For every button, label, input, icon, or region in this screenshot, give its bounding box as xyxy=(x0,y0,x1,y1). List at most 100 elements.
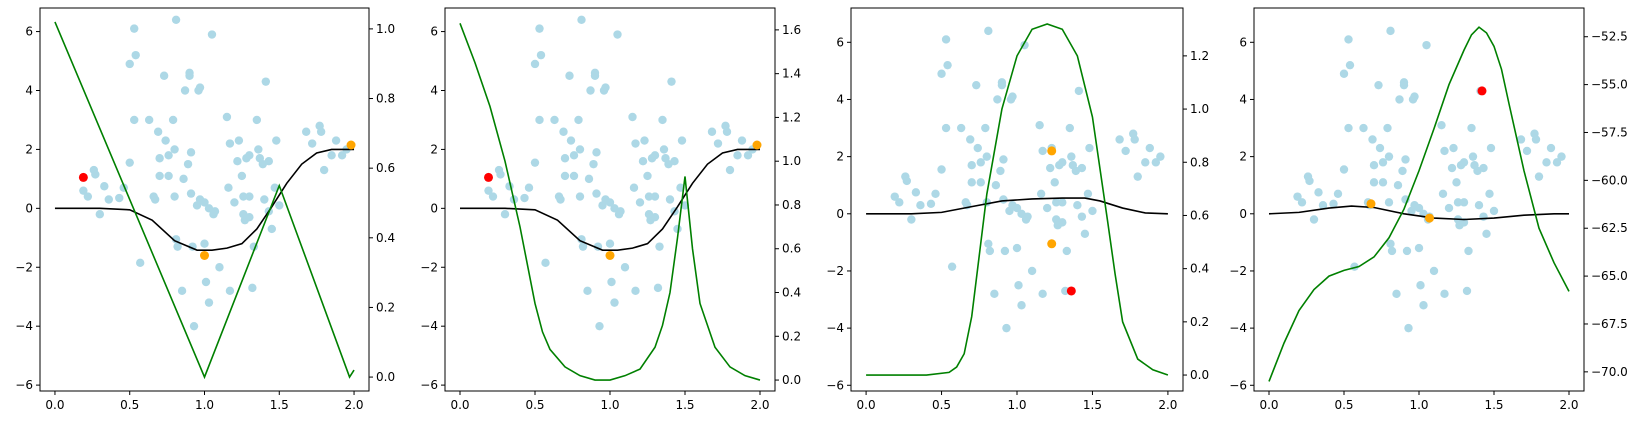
green-line xyxy=(54,21,355,380)
scatter-point xyxy=(999,155,1008,164)
scatter-point xyxy=(535,115,544,125)
scatter-point xyxy=(91,170,100,179)
scatter-point xyxy=(1368,135,1377,144)
black-line xyxy=(1268,205,1569,221)
scatter-point xyxy=(577,15,586,24)
scatter-point xyxy=(1036,189,1046,198)
scatter-point xyxy=(997,80,1007,90)
scatter-point xyxy=(1067,152,1076,161)
scatter-point xyxy=(575,145,585,154)
scatter-point xyxy=(319,165,329,175)
scatter-point xyxy=(575,192,585,201)
scatter-point xyxy=(200,239,209,248)
scatter-point xyxy=(638,157,648,166)
scatter-point xyxy=(583,286,592,296)
scatter-point xyxy=(1552,158,1562,167)
orange-point xyxy=(200,250,209,260)
y2-tick-label: 0.2 xyxy=(1190,315,1209,329)
scatter-point xyxy=(1080,229,1090,238)
scatter-point xyxy=(144,115,154,125)
scatter-point xyxy=(644,192,654,201)
scatter-point xyxy=(1309,215,1319,224)
y-tick-label: 0 xyxy=(1239,207,1247,221)
scatter-point xyxy=(595,321,604,331)
y-tick-label: −6 xyxy=(420,378,438,392)
y2-tick-label: −65.0 xyxy=(1591,269,1628,283)
scatter-point xyxy=(170,145,179,154)
scatter-point xyxy=(179,174,188,184)
scatter-point xyxy=(159,71,169,80)
scatter-point xyxy=(629,183,639,192)
scatter-point xyxy=(530,158,540,167)
scatter-point xyxy=(1046,163,1055,173)
y-tick-label: 0 xyxy=(836,207,844,221)
scatter-point xyxy=(631,139,640,148)
scatter-point xyxy=(1557,152,1566,161)
x-tick-label: 0.0 xyxy=(1259,398,1278,412)
scatter-point xyxy=(261,77,271,86)
scatter-point xyxy=(895,198,904,207)
scatter-point xyxy=(976,178,985,187)
scatter-point xyxy=(1008,92,1017,101)
chart-panel-1: 0.0 0.5 1.0 1.5 2.0 −6 −4 −2 0 2 4 6 0.0 0.2 0.4 0.6 0.8… xyxy=(15,7,395,412)
scatter-point xyxy=(1359,123,1368,133)
y-tick-label: 0 xyxy=(25,201,33,215)
scatter-point xyxy=(569,171,579,181)
y2-tick-label: −55.0 xyxy=(1591,78,1628,92)
scatter-point xyxy=(153,127,163,136)
y2-tick-label: 0.8 xyxy=(782,198,801,212)
scatter-point xyxy=(1085,143,1094,153)
scatter-point xyxy=(999,195,1008,204)
scatter-point xyxy=(1387,246,1397,256)
y2-tick-label: 0.6 xyxy=(782,242,801,256)
scatter-point xyxy=(331,136,341,145)
scatter-point xyxy=(1042,203,1052,213)
scatter-point xyxy=(1452,178,1461,187)
scatter-point xyxy=(967,178,976,187)
scatter-point xyxy=(215,263,224,272)
scatter-point xyxy=(1339,165,1349,174)
y-tick-label: 4 xyxy=(430,83,438,97)
scatter-point xyxy=(1440,289,1449,299)
scatter-point xyxy=(1378,158,1388,167)
scatter-point xyxy=(590,71,600,80)
black-line xyxy=(460,148,760,251)
scatter-point xyxy=(1012,203,1022,213)
scatter-point xyxy=(725,165,735,175)
scatter-point xyxy=(943,60,952,70)
scatter-point xyxy=(1058,218,1067,227)
y2-tick-label: 1.2 xyxy=(782,110,801,124)
scatter-point xyxy=(1404,323,1413,333)
scatter-point xyxy=(981,123,990,133)
scatter-point xyxy=(225,286,235,296)
scatter-point xyxy=(1486,143,1496,153)
scatter-point xyxy=(985,246,995,256)
scatter-point xyxy=(1345,60,1355,70)
y2-tick-label: −70.0 xyxy=(1591,365,1628,379)
scatter-point xyxy=(937,165,946,174)
scatter-point xyxy=(316,127,326,136)
orange-point xyxy=(1047,239,1057,249)
y-tick-label: 4 xyxy=(1239,92,1247,106)
scatter-point xyxy=(189,321,199,331)
y2-tick-label: 1.2 xyxy=(1190,49,1209,63)
y-tick-label: −2 xyxy=(826,264,844,278)
scatter-point xyxy=(556,195,565,204)
scatter-point xyxy=(931,189,940,198)
scatter-point xyxy=(1083,189,1093,198)
scatter-point xyxy=(1542,158,1551,167)
scatter-point xyxy=(186,189,196,198)
y2-tick-label: 0.6 xyxy=(1190,208,1209,222)
scatter-point xyxy=(584,174,594,184)
y-tick-label: 2 xyxy=(25,142,33,156)
scatter-point xyxy=(1115,135,1124,144)
scatter-point xyxy=(996,166,1005,176)
black-line xyxy=(54,148,355,251)
scatter-point xyxy=(1422,40,1431,50)
scatter-point xyxy=(1534,172,1544,181)
scatter-point xyxy=(1392,289,1401,299)
scatter-point xyxy=(1464,246,1473,256)
y2-tick-label: −67.5 xyxy=(1591,317,1628,331)
scatter-point xyxy=(1141,158,1150,167)
scatter-point xyxy=(707,127,717,136)
